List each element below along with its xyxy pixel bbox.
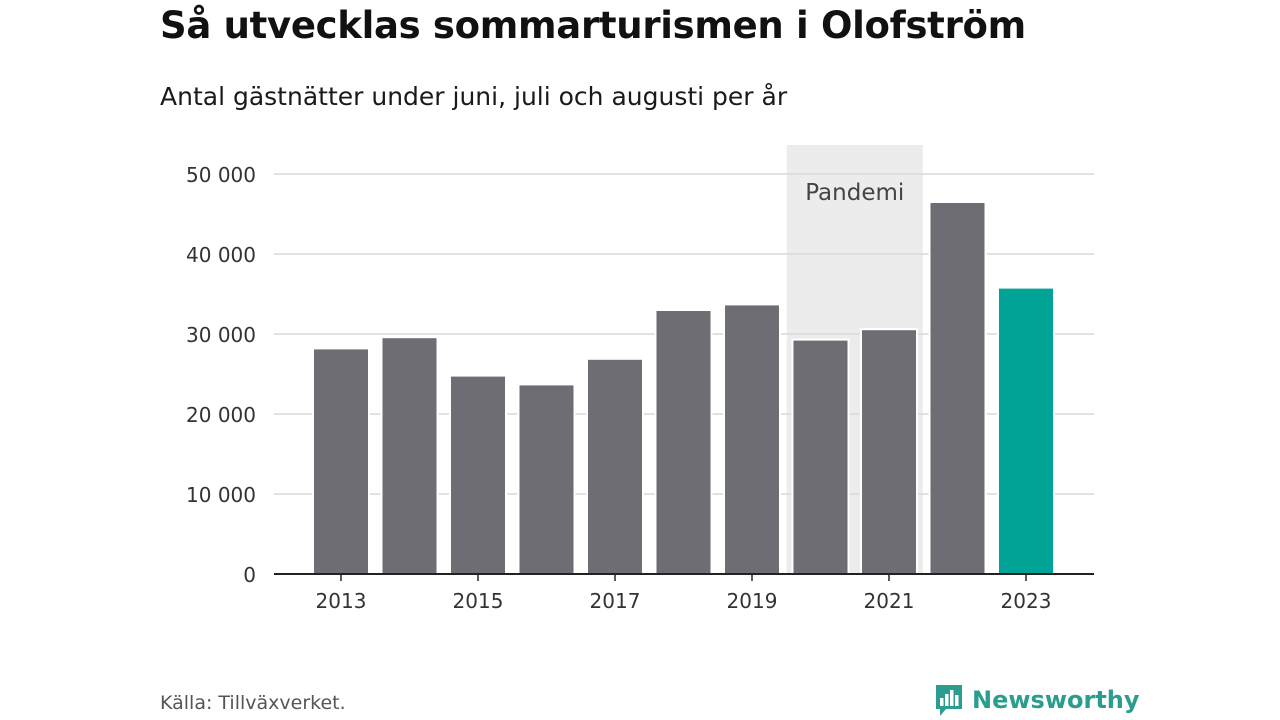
pandemic-label: Pandemi xyxy=(805,180,904,206)
brand-name: Newsworthy xyxy=(972,686,1140,714)
y-tick-label: 40 000 xyxy=(186,243,256,267)
bar-2015 xyxy=(449,374,507,575)
x-tick-label: 2017 xyxy=(590,589,641,613)
y-tick-label: 20 000 xyxy=(186,403,256,427)
brand-logo: Newsworthy xyxy=(934,683,1140,717)
x-tick-label: 2023 xyxy=(1001,589,1052,613)
x-tick-label: 2015 xyxy=(453,589,504,613)
newsworthy-logo-icon xyxy=(936,685,962,716)
x-tick-label: 2021 xyxy=(864,589,915,613)
bar-2023 xyxy=(997,286,1055,575)
x-tick-label: 2019 xyxy=(727,589,778,613)
y-tick-label: 10 000 xyxy=(186,483,256,507)
bar-2020 xyxy=(791,338,850,575)
y-tick-label: 0 xyxy=(243,563,256,587)
chart-title: Så utvecklas sommarturismen i Olofström xyxy=(160,4,1026,47)
bar-2014 xyxy=(380,336,439,576)
bar-2021 xyxy=(860,328,918,576)
bar-2019 xyxy=(723,303,781,575)
source-note: Källa: Tillväxverket. xyxy=(160,692,346,714)
bar-2013 xyxy=(312,347,370,575)
y-tick-label: 50 000 xyxy=(186,163,256,187)
y-tick-label: 30 000 xyxy=(186,323,256,347)
bar-2016 xyxy=(517,383,576,575)
x-tick-label: 2013 xyxy=(316,589,367,613)
chart-subtitle: Antal gästnätter under juni, juli och au… xyxy=(160,82,788,111)
bar-2018 xyxy=(654,309,713,575)
bar-2017 xyxy=(586,357,644,575)
bar-2022 xyxy=(928,201,987,575)
